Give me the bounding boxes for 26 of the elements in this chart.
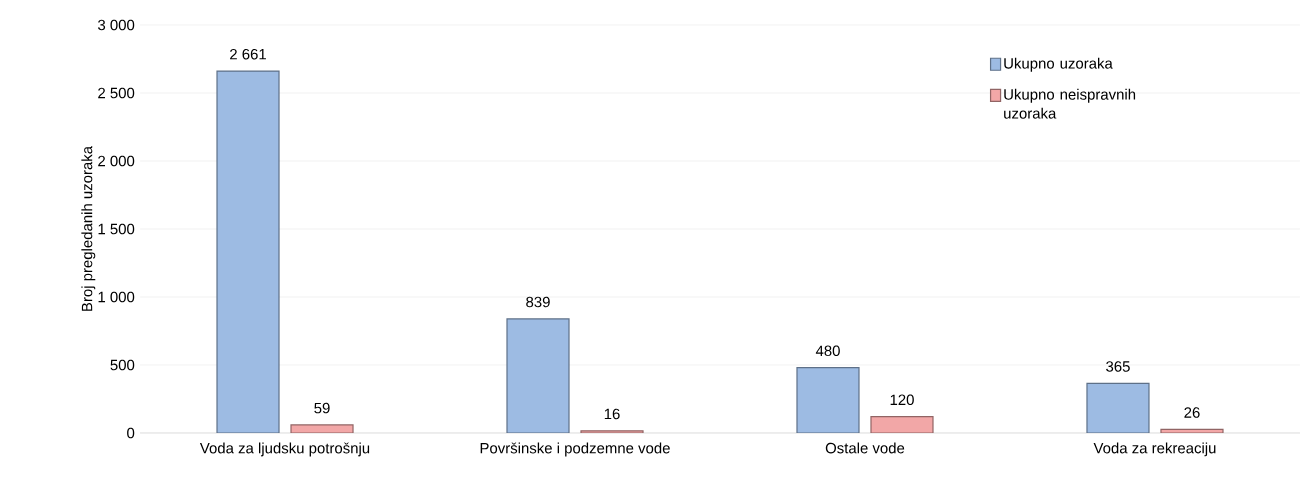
bar <box>216 70 280 433</box>
x-tick-label: Ostale vode <box>825 442 905 454</box>
data-label: 59 <box>314 402 330 414</box>
y-tick-label: 2 000 <box>98 155 135 167</box>
data-label: 2 661 <box>230 48 266 60</box>
y-tick-label: 1 000 <box>98 291 135 303</box>
y-tick-label: 3 000 <box>98 19 135 31</box>
legend-label: Ukupno uzoraka <box>1004 57 1113 72</box>
bar <box>506 318 570 433</box>
data-label: 16 <box>604 408 620 420</box>
y-tick-label: 1 500 <box>98 223 135 235</box>
data-label: 120 <box>890 394 914 406</box>
data-label: 365 <box>1106 361 1130 372</box>
bar <box>796 367 860 433</box>
data-label: 480 <box>815 345 840 357</box>
y-axis-title: Broj pregledanih uzoraka <box>81 145 96 311</box>
x-tick-label: Voda za ljudsku potrošnju <box>199 442 370 457</box>
data-label: 26 <box>1184 407 1200 418</box>
bar <box>1086 382 1150 433</box>
x-tick-label: Voda za rekreaciju <box>1093 442 1216 457</box>
legend-label: Ukupno neispravnih uzoraka <box>1004 88 1136 119</box>
y-tick-label: 2 500 <box>98 87 135 99</box>
x-tick-label: Površinske i podzemne vode <box>480 442 670 457</box>
y-tick-label: 0 <box>127 427 135 439</box>
data-label: 839 <box>526 296 550 308</box>
y-tick-label: 500 <box>110 359 135 371</box>
